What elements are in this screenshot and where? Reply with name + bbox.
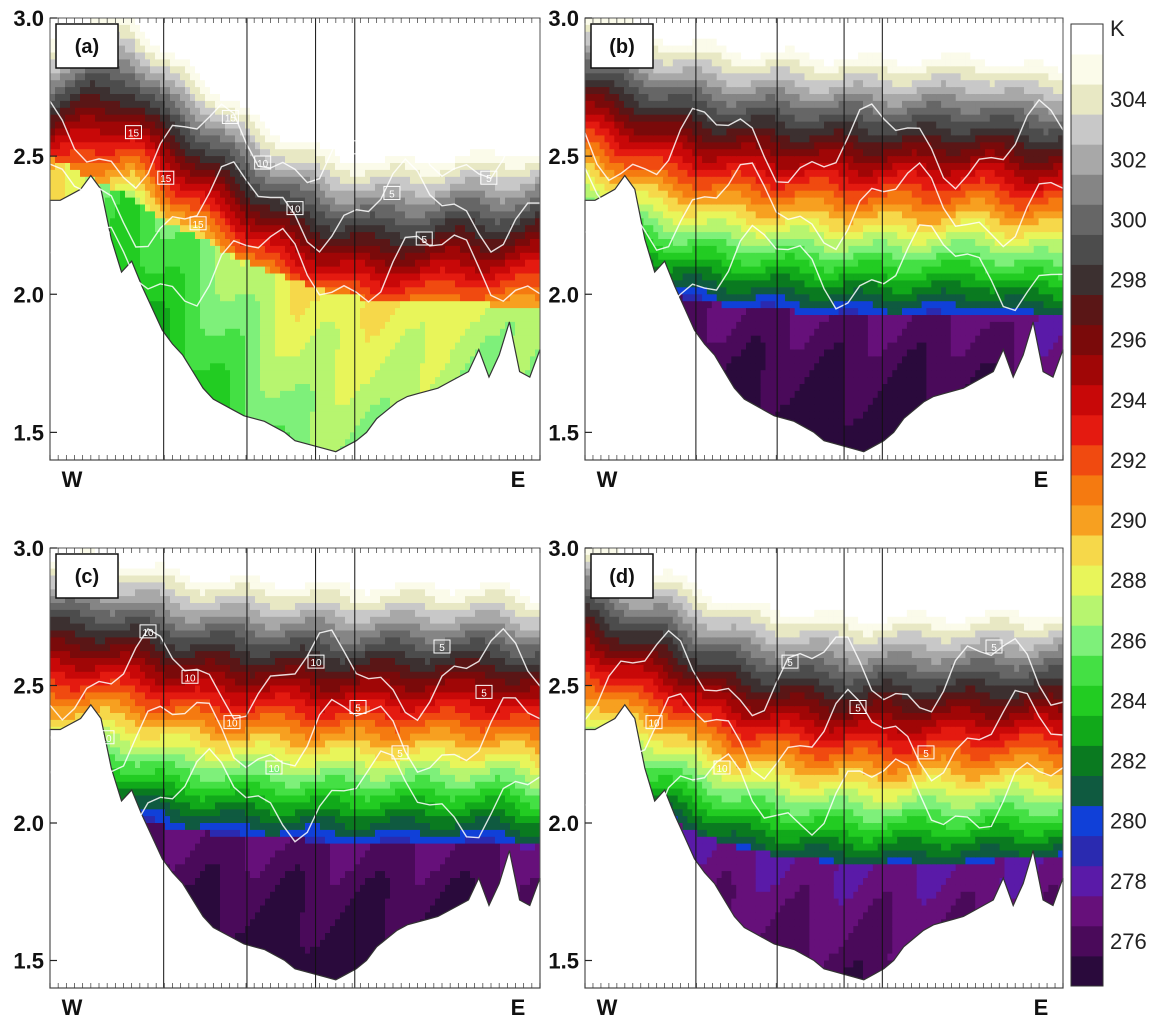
y-tick-label: 2.0: [548, 282, 579, 307]
colorbar-swatch: [1071, 234, 1103, 265]
colorbar-swatch: [1071, 385, 1103, 416]
colorbar-swatch: [1071, 84, 1103, 115]
y-tick-label: 3.0: [13, 536, 44, 561]
colorbar-swatch: [1071, 295, 1103, 326]
x-tick-label: E: [1034, 995, 1049, 1017]
x-tick-label: W: [62, 467, 83, 492]
colorbar-tick-label: 278: [1110, 869, 1147, 894]
y-tick-label: 3.0: [13, 6, 44, 31]
x-tick-label: W: [62, 995, 83, 1017]
x-tick-label: E: [511, 995, 526, 1017]
colorbar-unit: K: [1110, 16, 1125, 41]
colorbar-swatch: [1071, 625, 1103, 656]
colorbar-tick-label: 280: [1110, 809, 1147, 834]
colorbar-swatch: [1071, 355, 1103, 386]
y-tick-label: 2.5: [13, 674, 44, 699]
colorbar-swatch: [1071, 535, 1103, 566]
colorbar-swatch: [1071, 265, 1103, 296]
colorbar-tick-label: 292: [1110, 448, 1147, 473]
colorbar-swatch: [1071, 325, 1103, 356]
colorbar-tick-label: 282: [1110, 749, 1147, 774]
colorbar-tick-label: 284: [1110, 688, 1147, 713]
colorbar-tick-label: 298: [1110, 268, 1147, 293]
colorbar-swatch: [1071, 505, 1103, 536]
colorbar-tick-label: 302: [1110, 147, 1147, 172]
y-tick-label: 2.5: [548, 674, 579, 699]
colorbar: 304 302 300 298 296 294 292 290 288 286 284 282 280 2…: [1071, 16, 1147, 986]
x-tick-label: E: [1034, 467, 1049, 492]
colorbar-swatch: [1071, 475, 1103, 506]
panel-label: (c): [56, 554, 118, 598]
colorbar-swatch: [1071, 655, 1103, 686]
panel-label: (d): [591, 554, 653, 598]
colorbar-tick-label: 300: [1110, 207, 1147, 232]
colorbar-swatch: [1071, 174, 1103, 205]
colorbar-swatch: [1071, 956, 1103, 987]
x-tick-label: W: [597, 467, 618, 492]
colorbar-swatch: [1071, 204, 1103, 235]
y-tick-label: 3.0: [548, 536, 579, 561]
y-tick-label: 2.5: [13, 144, 44, 169]
y-tick-label: 3.0: [548, 6, 579, 31]
colorbar-swatch: [1071, 896, 1103, 927]
colorbar-tick-label: 304: [1110, 87, 1147, 112]
colorbar-swatch: [1071, 144, 1103, 175]
colorbar-swatch: [1071, 746, 1103, 777]
x-tick-label: E: [511, 467, 526, 492]
y-tick-label: 2.0: [13, 282, 44, 307]
y-tick-label: 2.5: [548, 144, 579, 169]
colorbar-swatch: [1071, 836, 1103, 867]
y-tick-label: 1.5: [548, 420, 579, 445]
colorbar-swatch: [1071, 54, 1103, 85]
colorbar-tick-label: 276: [1110, 929, 1147, 954]
colorbar-tick-label: 296: [1110, 328, 1147, 353]
colorbar-swatch: [1071, 926, 1103, 957]
colorbar-tick-label: 288: [1110, 568, 1147, 593]
y-tick-label: 2.0: [13, 811, 44, 836]
y-tick-label: 1.5: [13, 420, 44, 445]
colorbar-swatch: [1071, 114, 1103, 145]
y-tick-label: 1.5: [13, 949, 44, 974]
colorbar-swatch: [1071, 806, 1103, 837]
colorbar-swatch: [1071, 595, 1103, 626]
panel-b: 1.5 2.0 2.5 3.0 W E (b): [548, 6, 1063, 492]
colorbar-swatch: [1071, 776, 1103, 807]
colorbar-swatch: [1071, 715, 1103, 746]
y-tick-label: 1.5: [548, 949, 579, 974]
colorbar-swatch: [1071, 565, 1103, 596]
colorbar-swatch: [1071, 685, 1103, 716]
colorbar-tick-label: 290: [1110, 508, 1147, 533]
colorbar-swatch: [1071, 866, 1103, 897]
colorbar-swatch: [1071, 415, 1103, 446]
colorbar-swatch: [1071, 445, 1103, 476]
x-tick-label: W: [597, 995, 618, 1017]
y-tick-label: 2.0: [548, 811, 579, 836]
colorbar-tick-label: 294: [1110, 388, 1147, 413]
colorbar-swatch: [1071, 24, 1103, 55]
colorbar-tick-label: 286: [1110, 628, 1147, 653]
panel-label: (a): [56, 24, 118, 68]
panel-label: (b): [591, 24, 653, 68]
